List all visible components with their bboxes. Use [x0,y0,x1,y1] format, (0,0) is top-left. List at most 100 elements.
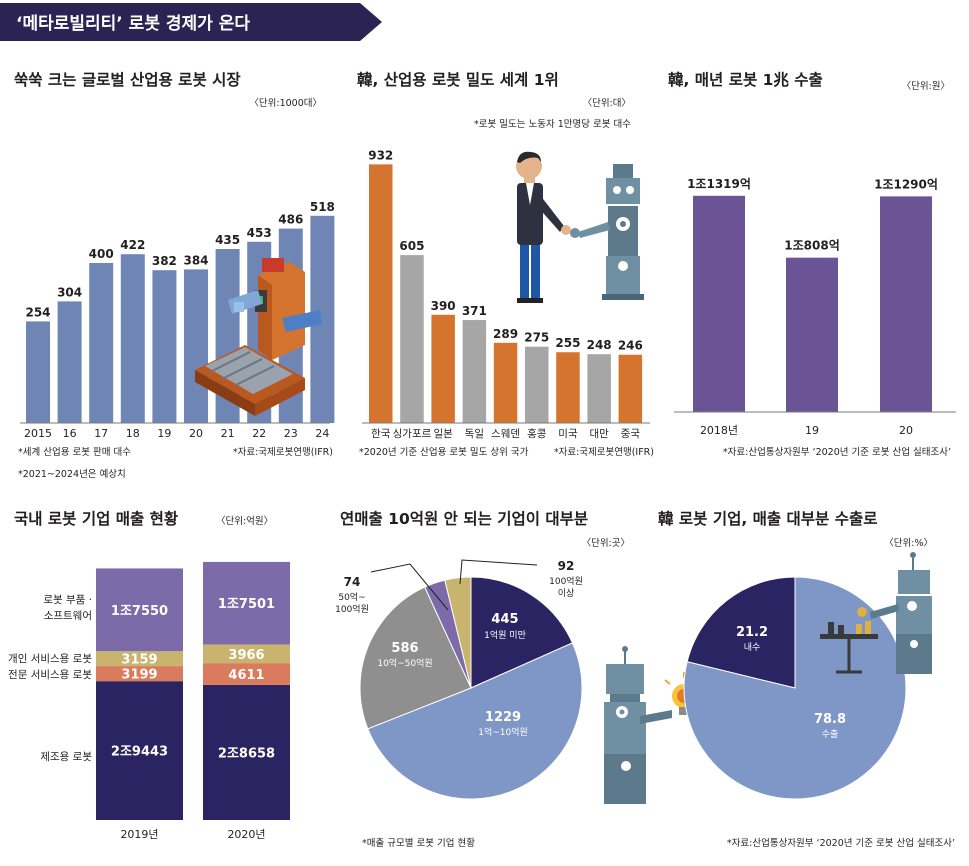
chart4-label-0-1: 3199 [121,668,157,683]
chart2-title: 韓, 산업용 로봇 밀도 세계 1위 [357,70,559,89]
chart5-slice-2 [359,586,472,730]
banner-title: ‘메타로빌리티’ 로봇 경제가 온다 [16,14,250,34]
chart5-slice-4 [444,576,472,689]
chart1-tick-2: 17 [94,427,108,440]
robot-lightbulb-illustration [604,646,704,804]
chart1-tick-7: 22 [252,427,266,440]
chart1-title: 쑥쑥 크는 글로벌 산업용 로봇 시장 [14,71,241,89]
chart2-bar-3 [462,320,487,423]
chart1-bar-3 [120,254,145,423]
chart5-slice-0 [470,576,574,689]
chart1-bar-5 [184,269,208,423]
chart1-value-7: 453 [247,226,272,240]
chart5-note: *매출 규모별 로봇 기업 현황 [362,837,475,849]
chart2-tick-1: 싱가포르 [393,428,432,440]
chart1-source: *자료:국제로봇연맹(IFR) [233,447,333,458]
chart1-bar-2 [89,263,114,423]
chart3-value-1: 1조808억 [784,239,839,253]
chart1-tick-8: 23 [284,427,298,440]
chart4-seg-0-3 [96,568,183,652]
chart1-tick-3: 18 [126,427,140,440]
chart5-value-3: 74 [344,575,361,589]
chart4-label-1-2: 3966 [228,648,264,663]
chart5-desc-4a: 100억원 [549,575,583,587]
chart2-bar-2 [431,314,455,423]
chart4-label-1-0: 2조8658 [218,746,275,761]
chart4-label-0-2: 3159 [121,653,157,668]
chart6-slice-0 [686,576,796,689]
chart6-slice-1 [683,576,907,800]
chart1-bar-0 [26,321,50,423]
chart1-tick-0: 2015 [24,427,52,440]
chart1-unit: 〈단위:1000대〉 [249,97,322,109]
chart2-bar-8 [618,354,643,423]
chart4-title: 국내 로봇 기업 매출 현황 [14,509,178,528]
chart4-legend-mfg: 제조용 로봇 [40,751,92,763]
chart2-note: *2020년 기준 산업용 로봇 밀도 상위 국가 [359,446,529,458]
chart2-value-5: 275 [524,331,549,345]
chart2-value-4: 289 [493,327,518,341]
chart3-tick-0: 2018년 [700,424,738,437]
chart6-unit: 〈단위:%〉 [884,537,933,549]
chart5-desc-3b: 100억원 [335,603,369,615]
chart1-value-3: 422 [120,238,145,252]
chart4-legend-parts-2: 소프트웨어 [44,610,92,622]
chart2-tick-0: 한국 [371,428,391,440]
chart2-subnote: *로봇 밀도는 노동자 1만명당 로봇 대수 [474,118,631,130]
chart4-legend-pro: 전문 서비스용 로봇 [8,669,92,681]
chart5-leader-4 [459,559,538,585]
chart2-value-0: 932 [368,148,393,162]
chart3-tick-1: 19 [805,424,819,437]
chart2-bar-4 [493,342,518,423]
chart2-tick-4: 스웨덴 [491,428,520,440]
chart1-tick-4: 19 [157,427,171,440]
chart2-bar-5 [525,346,549,423]
chart1-note-1: *세계 산업용 로봇 판매 대수 [18,446,131,458]
chart2-tick-8: 중국 [621,428,641,440]
chart1-value-8: 486 [278,213,303,227]
chart1-value-9: 518 [310,200,335,214]
chart4-legend-parts-1: 로봇 부품 · [43,594,92,606]
chart5-leader-3 [370,563,449,611]
chart4-tick-1: 2020년 [227,828,265,841]
chart6-value-1: 78.8 [814,712,846,727]
chart4-label-1-1: 4611 [228,668,264,683]
robot-arm-illustration [195,258,322,416]
robot-chess-illustration [820,552,932,674]
chart1-value-5: 384 [183,253,208,267]
chart6-desc-1: 수출 [822,729,839,740]
businessman-handshake-robot-illustration [516,151,644,303]
chart2-value-8: 246 [618,339,643,353]
chart2-bar-7 [587,354,611,423]
chart1-tick-1: 16 [63,427,77,440]
chart2-value-3: 371 [462,304,487,318]
chart5-desc-0: 1억원 미만 [484,629,526,641]
chart1-tick-6: 21 [221,427,235,440]
chart2-value-6: 255 [555,336,580,350]
chart5-value-4: 92 [558,559,575,573]
chart2-tick-5: 홍콩 [527,427,547,440]
chart3-source: *자료:산업통상자원부 ‘2020년 기준 로봇 산업 실태조사’ [723,446,951,458]
chart4-seg-1-1 [203,663,290,685]
chart3-bar-1 [786,257,838,412]
chart5-unit: 〈단위:곳〉 [582,537,630,549]
chart3-value-2: 1조1290억 [874,177,938,191]
chart2-tick-3: 독일 [465,427,484,440]
chart1-note-2: *2021~2024년은 예상치 [18,468,126,480]
chart1-value-4: 382 [152,254,177,268]
chart4-seg-1-2 [203,644,290,664]
chart5-desc-4b: 이상 [558,588,575,599]
chart1-value-2: 400 [89,247,114,261]
chart5-title: 연매출 10억원 안 되는 기업이 대부분 [340,509,588,528]
chart4-seg-0-1 [96,666,183,682]
chart5-value-2: 586 [391,641,418,656]
chart4-seg-0-2 [96,651,183,667]
chart4-label-0-3: 1조7550 [111,604,168,619]
chart2-tick-7: 대만 [589,428,609,440]
chart5-desc-1: 1억~10억원 [478,726,528,738]
title-banner [0,3,382,41]
chart6-title: 韓 로봇 기업, 매출 대부분 수출로 [658,509,878,528]
chart1-bar-4 [152,270,177,423]
chart1-bar-1 [57,301,82,423]
